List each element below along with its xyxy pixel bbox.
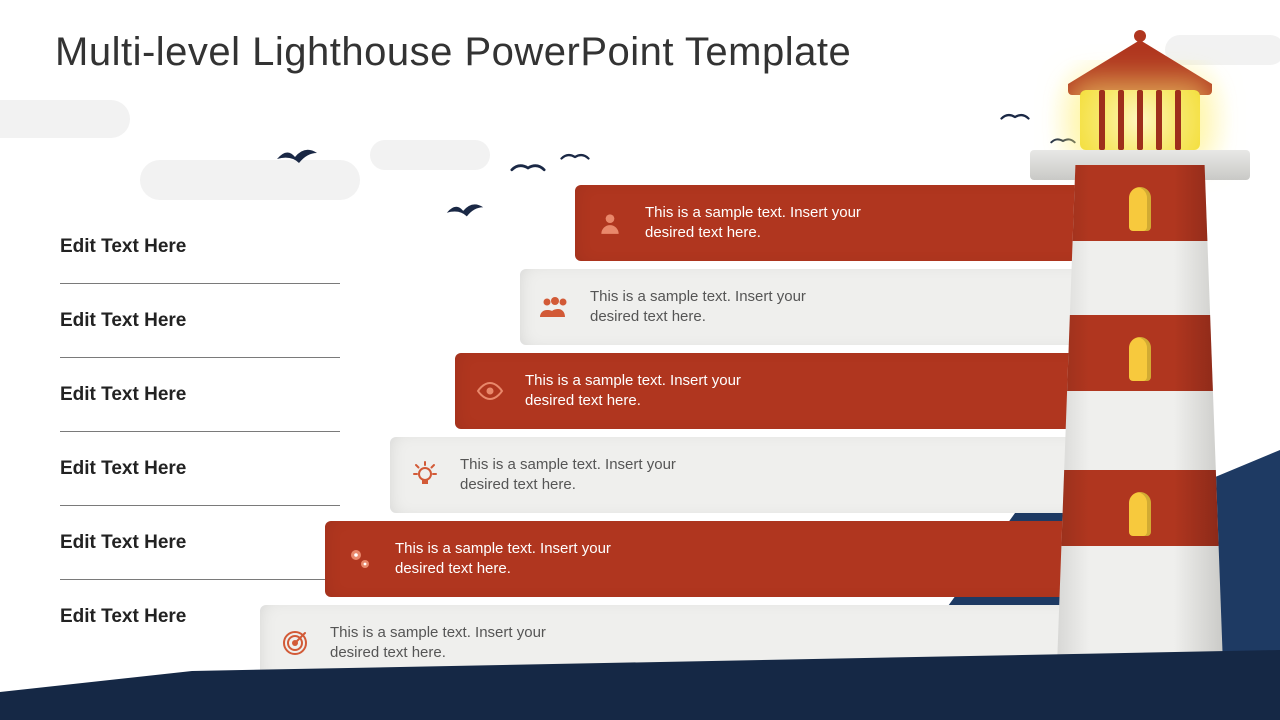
label-text: Edit Text Here bbox=[60, 532, 186, 554]
lighthouse bbox=[1030, 10, 1250, 720]
level-band[interactable]: This is a sample text. Insert your desir… bbox=[390, 437, 1110, 513]
band-text: This is a sample text. Insert your desir… bbox=[460, 455, 700, 496]
target-icon bbox=[260, 629, 330, 657]
level-band[interactable]: This is a sample text. Insert your desir… bbox=[455, 353, 1110, 429]
bird-icon bbox=[445, 200, 485, 220]
roof-cap bbox=[1068, 40, 1212, 95]
cloud bbox=[370, 140, 490, 170]
label-item[interactable]: Edit Text Here bbox=[60, 506, 340, 580]
band-text: This is a sample text. Insert your desir… bbox=[525, 371, 765, 412]
tower-window bbox=[1129, 187, 1151, 231]
bird-icon bbox=[560, 150, 590, 164]
bird-icon bbox=[510, 160, 546, 176]
band-text: This is a sample text. Insert your desir… bbox=[645, 203, 885, 244]
label-list: Edit Text Here Edit Text Here Edit Text … bbox=[60, 210, 340, 654]
cloud bbox=[0, 100, 130, 138]
bird-icon bbox=[1000, 110, 1030, 124]
bulb-icon bbox=[390, 461, 460, 489]
label-text: Edit Text Here bbox=[60, 458, 186, 480]
tower-window bbox=[1129, 492, 1151, 536]
tower-window bbox=[1129, 337, 1151, 381]
cloud bbox=[140, 160, 360, 200]
label-item[interactable]: Edit Text Here bbox=[60, 358, 340, 432]
level-band[interactable]: This is a sample text. Insert your desir… bbox=[520, 269, 1110, 345]
gears-icon bbox=[325, 545, 395, 573]
people-icon bbox=[520, 295, 590, 319]
label-item[interactable]: Edit Text Here bbox=[60, 284, 340, 358]
label-item[interactable]: Edit Text Here bbox=[60, 432, 340, 506]
label-text: Edit Text Here bbox=[60, 606, 186, 628]
band-text: This is a sample text. Insert your desir… bbox=[590, 287, 830, 328]
band-text: This is a sample text. Insert your desir… bbox=[395, 539, 635, 580]
lantern-room bbox=[1080, 90, 1200, 150]
bird-icon bbox=[275, 145, 319, 167]
level-band[interactable]: This is a sample text. Insert your desir… bbox=[325, 521, 1110, 597]
eye-icon bbox=[455, 381, 525, 401]
slide-canvas: Multi-level Lighthouse PowerPoint Templa… bbox=[0, 0, 1280, 720]
tower bbox=[1055, 165, 1225, 720]
slide-title: Multi-level Lighthouse PowerPoint Templa… bbox=[55, 30, 851, 75]
label-text: Edit Text Here bbox=[60, 236, 186, 258]
band-text: This is a sample text. Insert your desir… bbox=[330, 623, 570, 664]
label-text: Edit Text Here bbox=[60, 384, 186, 406]
label-text: Edit Text Here bbox=[60, 310, 186, 332]
label-item[interactable]: Edit Text Here bbox=[60, 210, 340, 284]
person-icon bbox=[575, 210, 645, 236]
